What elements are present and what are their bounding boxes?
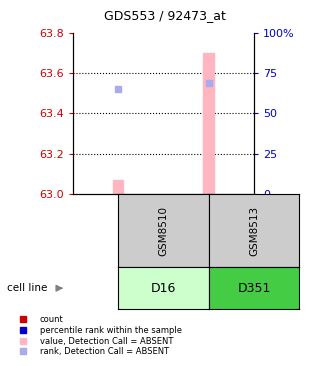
Bar — [203, 53, 214, 194]
Text: percentile rank within the sample: percentile rank within the sample — [40, 326, 182, 335]
Text: rank, Detection Call = ABSENT: rank, Detection Call = ABSENT — [40, 347, 169, 356]
Text: GSM8513: GSM8513 — [249, 206, 259, 255]
Text: count: count — [40, 315, 63, 324]
Text: cell line: cell line — [7, 283, 47, 293]
Text: D16: D16 — [151, 282, 176, 295]
Text: D351: D351 — [237, 282, 271, 295]
Text: value, Detection Call = ABSENT: value, Detection Call = ABSENT — [40, 337, 173, 346]
Text: GSM8510: GSM8510 — [158, 206, 168, 255]
Bar — [113, 180, 123, 194]
Text: GDS553 / 92473_at: GDS553 / 92473_at — [104, 9, 226, 22]
